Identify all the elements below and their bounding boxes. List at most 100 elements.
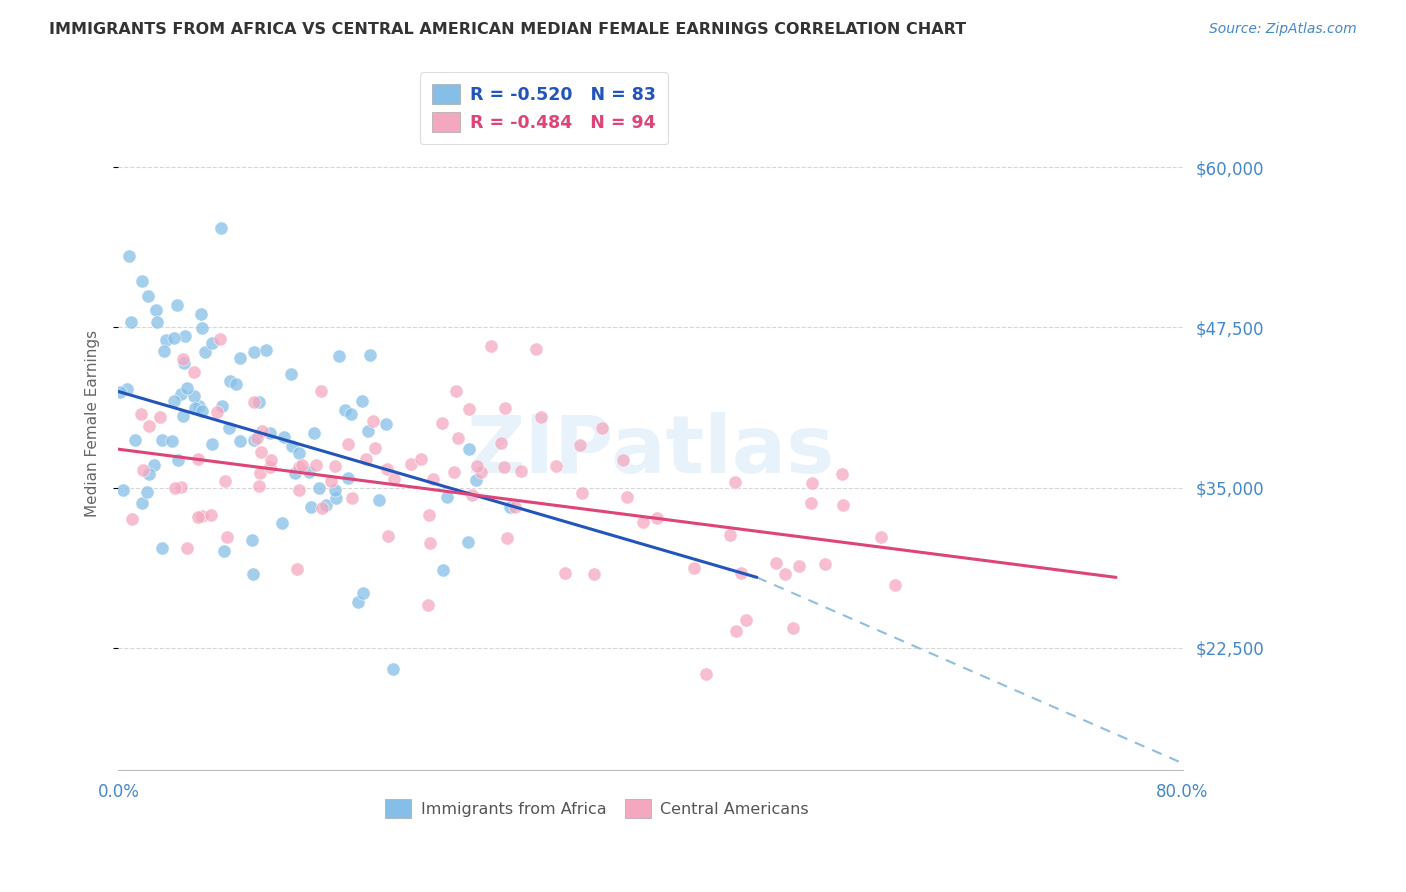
- Point: [145, 302, 167, 317]
- Point: [337, 471, 360, 485]
- Point: [191, 320, 214, 334]
- Point: [110, 384, 132, 399]
- Point: [288, 460, 311, 475]
- Point: [309, 384, 332, 398]
- Point: [247, 395, 270, 409]
- Point: [494, 401, 516, 415]
- Point: [138, 418, 160, 433]
- Point: [467, 458, 489, 473]
- Point: [187, 399, 209, 413]
- Point: [201, 336, 224, 351]
- Point: [259, 459, 281, 474]
- Point: [382, 472, 405, 486]
- Point: [616, 491, 638, 505]
- Point: [375, 461, 398, 475]
- Point: [399, 457, 422, 471]
- Point: [215, 530, 238, 544]
- Point: [242, 566, 264, 581]
- Point: [200, 508, 222, 522]
- Point: [464, 473, 486, 487]
- Point: [183, 389, 205, 403]
- Point: [211, 399, 233, 413]
- Point: [249, 479, 271, 493]
- Point: [336, 437, 359, 451]
- Point: [146, 315, 169, 329]
- Point: [775, 566, 797, 581]
- Point: [229, 434, 252, 448]
- Point: [149, 409, 172, 424]
- Point: [153, 344, 176, 359]
- Point: [194, 344, 217, 359]
- Point: [205, 404, 228, 418]
- Point: [350, 394, 373, 409]
- Point: [299, 500, 322, 515]
- Point: [328, 349, 350, 363]
- Point: [432, 563, 454, 577]
- Point: [883, 578, 905, 592]
- Point: [172, 351, 194, 366]
- Point: [359, 347, 381, 361]
- Point: [325, 491, 347, 505]
- Point: [117, 382, 139, 396]
- Point: [457, 535, 479, 549]
- Point: [340, 407, 363, 421]
- Point: [121, 512, 143, 526]
- Point: [271, 516, 294, 530]
- Point: [411, 451, 433, 466]
- Point: [323, 483, 346, 497]
- Legend: Immigrants from Africa, Central Americans: Immigrants from Africa, Central American…: [380, 793, 815, 824]
- Point: [725, 624, 748, 638]
- Point: [495, 531, 517, 545]
- Point: [187, 452, 209, 467]
- Point: [418, 508, 440, 523]
- Point: [228, 351, 250, 365]
- Point: [305, 458, 328, 473]
- Point: [814, 557, 837, 571]
- Point: [724, 475, 747, 490]
- Text: ZIPatlas: ZIPatlas: [467, 412, 835, 491]
- Point: [260, 453, 283, 467]
- Point: [831, 467, 853, 482]
- Point: [129, 408, 152, 422]
- Point: [249, 466, 271, 480]
- Point: [695, 667, 717, 681]
- Point: [499, 500, 522, 515]
- Point: [357, 424, 380, 438]
- Point: [571, 486, 593, 500]
- Point: [347, 595, 370, 609]
- Point: [315, 498, 337, 512]
- Point: [163, 331, 186, 345]
- Point: [280, 368, 302, 382]
- Point: [172, 409, 194, 423]
- Point: [510, 463, 533, 477]
- Point: [190, 403, 212, 417]
- Point: [554, 566, 576, 580]
- Point: [787, 558, 810, 573]
- Text: IMMIGRANTS FROM AFRICA VS CENTRAL AMERICAN MEDIAN FEMALE EARNINGS CORRELATION CH: IMMIGRANTS FROM AFRICA VS CENTRAL AMERIC…: [49, 22, 966, 37]
- Point: [582, 566, 605, 581]
- Point: [281, 439, 304, 453]
- Point: [284, 466, 307, 480]
- Point: [457, 401, 479, 416]
- Point: [214, 543, 236, 558]
- Point: [243, 345, 266, 359]
- Point: [118, 249, 141, 263]
- Point: [568, 438, 591, 452]
- Point: [335, 402, 357, 417]
- Point: [311, 501, 333, 516]
- Point: [209, 221, 232, 235]
- Point: [416, 599, 439, 613]
- Point: [443, 465, 465, 479]
- Point: [250, 445, 273, 459]
- Point: [291, 458, 314, 472]
- Point: [218, 421, 240, 435]
- Text: Source: ZipAtlas.com: Source: ZipAtlas.com: [1209, 22, 1357, 37]
- Point: [112, 483, 135, 498]
- Point: [259, 425, 281, 440]
- Point: [288, 483, 311, 497]
- Point: [150, 433, 173, 447]
- Point: [800, 496, 823, 510]
- Point: [176, 381, 198, 395]
- Point: [167, 452, 190, 467]
- Point: [801, 476, 824, 491]
